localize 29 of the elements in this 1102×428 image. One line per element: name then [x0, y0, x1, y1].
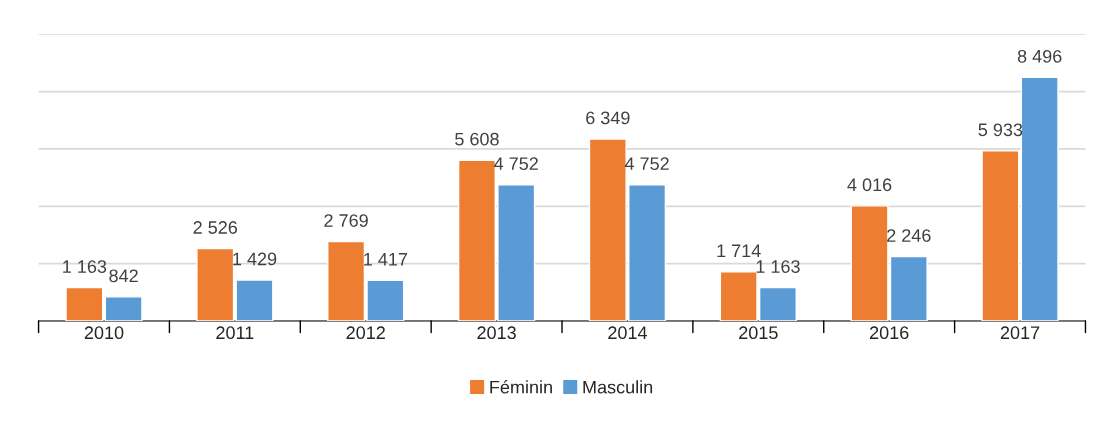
x-tick-label: 2013	[477, 326, 516, 340]
x-tick-label: 2017	[1000, 326, 1040, 340]
data-label: 842	[109, 269, 138, 283]
data-label: 5 608	[455, 132, 499, 146]
data-label: 2 246	[887, 229, 931, 242]
bar	[1020, 76, 1059, 321]
x-tick-label: 2014	[608, 326, 648, 340]
data-label: 4 016	[847, 178, 892, 192]
x-tick-label: 2015	[739, 326, 778, 340]
data-label: 2 769	[324, 214, 368, 227]
bar	[65, 286, 104, 321]
x-tick-label: 2012	[346, 326, 385, 340]
data-label: 6 349	[586, 111, 630, 125]
data-label: 1 163	[756, 260, 800, 273]
legend-label: Masculin	[583, 380, 653, 394]
bar	[981, 150, 1020, 321]
x-tick-label: 2016	[870, 326, 909, 340]
data-label: 8 496	[1017, 49, 1062, 63]
data-label: 4 752	[624, 157, 669, 171]
data-label: 1 163	[63, 260, 107, 273]
data-label: 1 417	[364, 253, 408, 266]
x-tick-label: 2011	[216, 326, 254, 340]
data-label: 5 933	[978, 123, 1023, 137]
data-label: 1 429	[233, 252, 277, 266]
data-label: 2 526	[193, 221, 238, 234]
x-tick-label: 2010	[84, 326, 124, 340]
legend-label: Féminin	[490, 380, 552, 394]
bar	[104, 296, 143, 321]
data-label: 1 714	[717, 244, 761, 257]
